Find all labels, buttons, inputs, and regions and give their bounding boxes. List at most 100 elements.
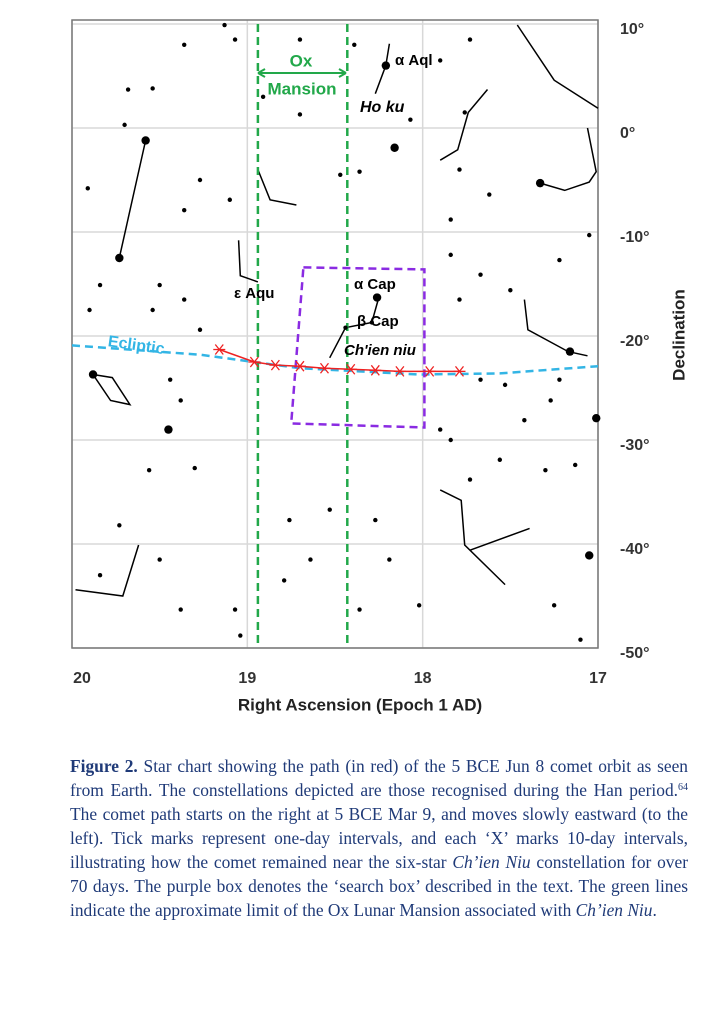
comet-marker xyxy=(293,360,306,372)
star xyxy=(467,37,473,42)
comet-marker xyxy=(423,365,436,377)
star xyxy=(573,462,578,468)
comet-marker xyxy=(213,344,226,355)
star xyxy=(462,110,467,115)
comet-marker xyxy=(344,363,357,375)
star xyxy=(141,136,150,145)
star xyxy=(178,607,183,612)
star xyxy=(457,167,462,172)
star xyxy=(592,413,601,423)
star xyxy=(478,377,483,382)
star xyxy=(167,377,173,382)
comet-marker xyxy=(453,365,466,377)
star xyxy=(87,307,92,313)
x-tick-label: 20 xyxy=(73,670,91,687)
annotation: Ho ku xyxy=(360,99,405,116)
y-tick-label: 0° xyxy=(620,125,635,142)
star xyxy=(122,122,127,128)
star xyxy=(182,297,187,302)
star xyxy=(125,87,131,92)
marker-stroke xyxy=(454,365,464,377)
caption-label: Figure 2. xyxy=(70,756,138,776)
star xyxy=(543,467,548,473)
marker-stroke xyxy=(319,362,329,374)
star xyxy=(197,327,203,332)
star xyxy=(387,557,392,562)
star xyxy=(182,42,187,47)
y-tick-label: -10° xyxy=(620,229,650,246)
star xyxy=(343,325,348,330)
star xyxy=(557,377,562,382)
caption-text: The comet path starts on the right at 5 … xyxy=(70,804,688,872)
y-tick-label: -40° xyxy=(620,541,650,558)
star xyxy=(357,607,362,612)
star xyxy=(416,603,422,608)
y-tick-label: -30° xyxy=(620,437,650,454)
star xyxy=(150,86,155,91)
star xyxy=(467,477,473,482)
caption-text: constellation for over 70 days. The purp… xyxy=(70,852,688,920)
star xyxy=(448,217,453,222)
star xyxy=(438,427,443,432)
marker-stroke xyxy=(370,364,380,376)
annotation: α Aql xyxy=(395,52,433,69)
star xyxy=(297,112,303,117)
star xyxy=(487,192,492,197)
caption-text: . xyxy=(652,900,657,920)
star xyxy=(327,507,332,512)
x-tick-label: 17 xyxy=(589,670,607,687)
star xyxy=(448,252,453,258)
star xyxy=(85,186,90,191)
line xyxy=(219,348,460,373)
star xyxy=(373,517,378,523)
marker-stroke xyxy=(270,359,280,371)
star xyxy=(548,398,553,403)
star xyxy=(557,257,562,263)
caption-italic: Ch’ien Niu xyxy=(452,852,531,872)
annotation: ε Aqu xyxy=(234,285,274,302)
star xyxy=(157,557,162,562)
star xyxy=(508,288,513,293)
star xyxy=(192,465,197,471)
star xyxy=(308,557,313,562)
star xyxy=(182,207,187,213)
star xyxy=(578,637,583,642)
marker-stroke xyxy=(395,365,405,377)
star xyxy=(478,272,483,277)
star xyxy=(157,282,162,288)
annotation: Ch'ien niu xyxy=(344,342,416,359)
caption-italic: Ch’ien Niu xyxy=(575,900,653,920)
star xyxy=(522,418,527,423)
line xyxy=(289,266,426,429)
star xyxy=(260,94,266,100)
star xyxy=(97,573,103,578)
y-tick-label: 10° xyxy=(620,21,644,38)
star xyxy=(551,603,557,608)
marker-stroke xyxy=(214,344,224,355)
star xyxy=(448,437,453,443)
star xyxy=(97,282,103,288)
comet-marker xyxy=(369,364,382,376)
star xyxy=(372,293,382,302)
x-axis-label: Right Ascension (Epoch 1 AD) xyxy=(238,695,482,714)
comet-marker xyxy=(248,356,261,368)
star xyxy=(565,347,575,356)
marker-stroke xyxy=(295,360,305,372)
star xyxy=(390,143,399,152)
star xyxy=(281,578,287,583)
caption: Figure 2. Star chart showing the path (i… xyxy=(70,754,688,922)
star xyxy=(381,61,391,70)
star xyxy=(497,457,503,462)
caption-text: Star chart showing the path (in red) of … xyxy=(70,756,688,800)
star xyxy=(585,551,594,560)
star xyxy=(457,297,462,302)
annotation: Ox xyxy=(290,51,313,70)
star xyxy=(150,307,155,313)
star xyxy=(178,398,183,403)
comet-marker xyxy=(393,365,406,377)
star xyxy=(88,370,98,379)
marker-stroke xyxy=(425,365,435,377)
star xyxy=(117,523,122,528)
star xyxy=(227,197,232,202)
